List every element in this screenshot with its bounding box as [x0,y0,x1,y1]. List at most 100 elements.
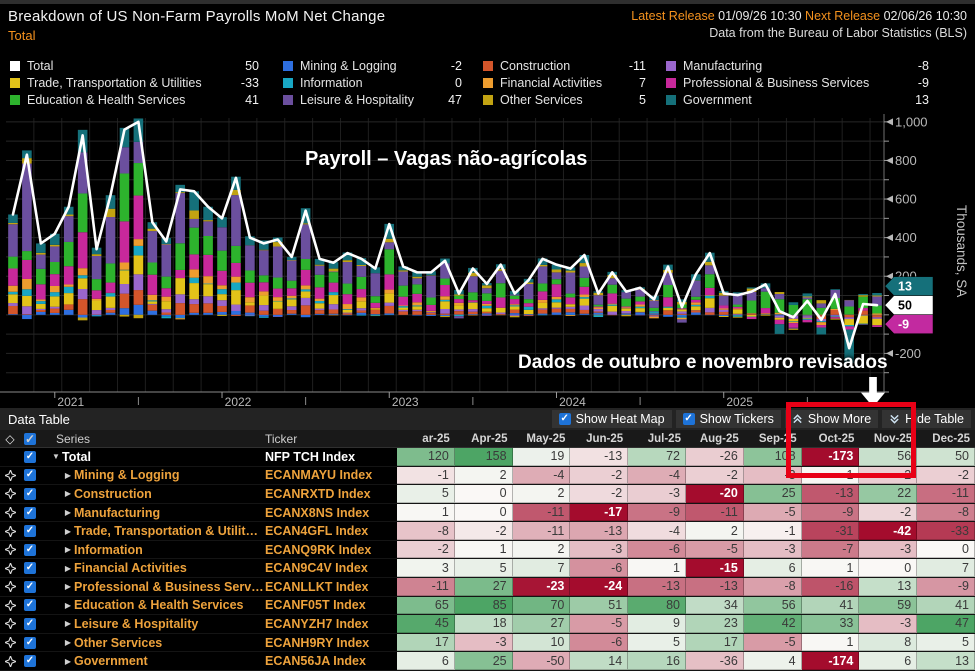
expand-arrow-icon[interactable]: ▶ [64,582,72,592]
legend-item[interactable]: Other Services 5 [483,91,646,108]
value-cell[interactable]: -50 [512,652,571,670]
value-cell[interactable]: 158 [454,448,513,466]
value-cell[interactable]: -174 [801,652,860,670]
value-cell[interactable]: -17 [570,503,629,522]
row-checkbox[interactable]: ✓ [24,469,36,482]
value-cell[interactable]: -24 [570,578,629,596]
value-cell[interactable]: 1 [801,466,860,485]
expand-arrow-icon[interactable]: ▶ [64,545,72,555]
value-cell[interactable]: -26 [685,448,744,466]
value-cell[interactable]: 65 [397,596,455,615]
month-column-header[interactable]: ar-25 [422,432,450,445]
series-name-cell[interactable]: ▶ Leisure & Hospitality [40,615,265,633]
legend-item[interactable]: Leisure & Hospitality 47 [283,91,462,108]
diamond-icon[interactable] [4,562,16,574]
row-checkbox[interactable]: ✓ [24,562,36,575]
value-cell[interactable]: 27 [454,578,513,596]
value-cell[interactable]: 120 [397,448,455,466]
table-row[interactable]: ✓ ▶ Professional & Business Serv… ECANLLKT … [0,578,975,597]
series-name-cell[interactable]: ▶ Education & Health Services [40,597,265,615]
value-cell[interactable]: -1 [743,522,802,540]
value-cell[interactable]: 18 [454,615,513,633]
value-cell[interactable]: -2 [685,466,744,485]
value-cell[interactable]: -9 [628,503,686,522]
table-row[interactable]: ✓ ▶ Manufacturing ECANX8NS Index 1 0 -11 -17 -9-… [0,503,975,523]
row-drag-handle[interactable] [0,559,20,577]
row-checkbox[interactable]: ✓ [24,543,36,556]
series-name-cell[interactable]: ▶ Trade, Transportation & Utilit… [40,522,265,540]
value-cell[interactable]: -13 [801,485,860,503]
value-cell[interactable]: 45 [397,615,455,633]
row-checkbox[interactable]: ✓ [24,487,36,500]
diamond-icon[interactable] [4,599,16,611]
value-cell[interactable]: 9 [628,615,686,633]
value-cell[interactable]: -4 [512,466,571,485]
diamond-icon[interactable] [4,637,16,649]
row-drag-handle[interactable] [0,652,20,670]
table-row[interactable]: ✓ ▶ Trade, Transportation & Utilit… ECAN4GF… [0,522,975,541]
value-cell[interactable]: -9 [917,578,975,596]
month-column-header[interactable]: Nov-25 [873,432,913,445]
ticker-cell[interactable]: ECANMAYU Index [265,467,397,485]
month-column-header[interactable]: May-25 [526,432,566,445]
value-cell[interactable]: 0 [859,559,918,578]
expand-arrow-icon[interactable]: ▶ [64,619,72,629]
value-cell[interactable]: 59 [859,596,918,615]
ticker-cell[interactable]: ECANF05T Index [265,597,397,615]
value-cell[interactable]: 33 [801,615,860,633]
ticker-cell[interactable]: NFP TCH Index [265,448,397,466]
value-cell[interactable]: 1 [454,540,513,559]
checkbox-icon[interactable]: ✓ [682,413,695,425]
value-cell[interactable]: -2 [859,503,918,522]
value-cell[interactable]: 6 [397,652,455,670]
table-row[interactable]: ✓ ▶ Construction ECANRXTD Index 5 0 2 -2 -3 -20 25… [0,485,975,504]
value-cell[interactable]: -2 [397,540,455,559]
legend-item[interactable]: Financial Activities 7 [483,74,646,91]
ticker-cell[interactable]: ECANX8NS Index [265,504,397,522]
series-name-cell[interactable]: ▶ Professional & Business Serv… [40,578,265,596]
row-checkbox[interactable]: ✓ [24,636,36,649]
value-cell[interactable]: 17 [685,633,744,652]
value-cell[interactable]: -3 [570,540,629,559]
legend-item[interactable]: Trade, Transportation & Utilities -33 [10,74,259,91]
value-cell[interactable]: 0 [454,485,513,503]
expand-arrow-icon[interactable]: ▶ [64,489,72,499]
value-cell[interactable]: 25 [454,652,513,670]
expand-arrow-icon[interactable]: ▶ [64,656,72,666]
value-cell[interactable]: -3 [859,615,918,633]
value-cell[interactable]: 2 [454,466,513,485]
value-cell[interactable]: 0 [454,503,513,522]
month-column-header[interactable]: Jul-25 [647,432,681,445]
diamond-icon[interactable] [4,581,16,593]
diamond-icon[interactable] [4,544,16,556]
value-cell[interactable]: -4 [628,466,686,485]
expand-arrow-icon[interactable]: ▶ [64,563,72,573]
hide-table-button[interactable]: Hide Table [882,410,971,428]
checkbox-icon[interactable]: ✓ [558,413,571,425]
value-cell[interactable]: 7 [512,559,571,578]
value-cell[interactable]: 5 [917,633,975,652]
legend-item[interactable]: Manufacturing -8 [666,57,929,74]
value-cell[interactable]: 2 [512,485,571,503]
series-name-cell[interactable]: ▶ Manufacturing [40,504,265,522]
value-cell[interactable]: 1 [397,503,455,522]
value-cell[interactable]: -11 [512,522,571,540]
value-cell[interactable]: -13 [685,578,744,596]
value-cell[interactable]: -13 [570,448,629,466]
value-cell[interactable]: 23 [685,615,744,633]
value-cell[interactable]: -33 [917,522,975,540]
value-cell[interactable]: -23 [512,578,571,596]
value-cell[interactable]: 4 [743,652,802,670]
value-cell[interactable]: 2 [685,522,744,540]
value-cell[interactable]: 13 [917,652,975,670]
legend-item[interactable]: Professional & Business Services -9 [666,74,929,91]
ticker-cell[interactable]: ECANLLKT Index [265,578,397,596]
value-cell[interactable]: 5 [628,633,686,652]
value-cell[interactable]: -173 [801,448,860,466]
value-cell[interactable]: 1 [801,559,860,578]
show-heat-map-toggle[interactable]: ✓ Show Heat Map [551,410,672,428]
value-cell[interactable]: -2 [570,485,629,503]
value-cell[interactable]: 1 [801,633,860,652]
ticker-cell[interactable]: ECANYZH7 Index [265,615,397,633]
ticker-cell[interactable]: ECANH9RY Index [265,634,397,652]
